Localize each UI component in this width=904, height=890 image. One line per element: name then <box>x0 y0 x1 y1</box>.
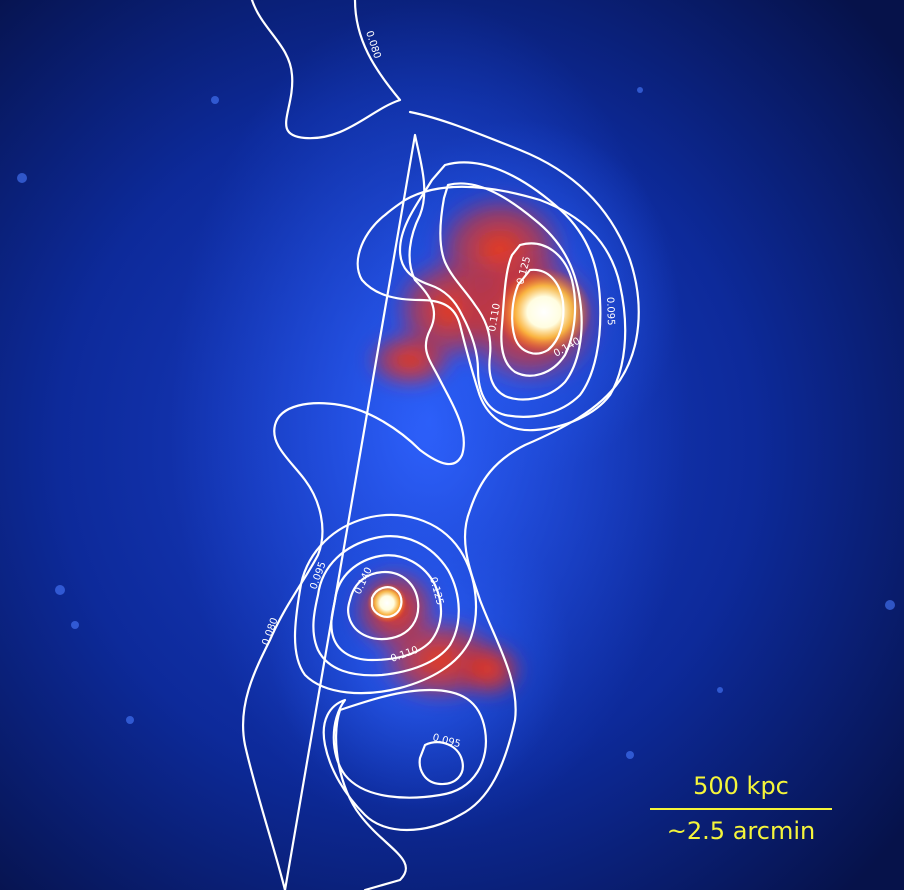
scale-bar: 500 kpc ~2.5 arcmin <box>648 772 834 845</box>
contour-0080-main <box>241 110 640 890</box>
scale-bar-angle: ~2.5 arcmin <box>666 817 816 845</box>
contour-0095-south <box>293 513 478 695</box>
contour-0110-south <box>312 535 460 677</box>
contour-0095-south-loop <box>418 741 464 786</box>
contour-0140-north <box>500 242 577 377</box>
north-core <box>496 268 592 356</box>
contour-0110-north <box>398 161 602 418</box>
contour-0140-south-inner <box>370 586 403 618</box>
contour-0125-south <box>330 554 443 662</box>
point-sources <box>17 87 895 759</box>
contour-lines <box>241 0 640 890</box>
contour-0095-north <box>356 185 627 432</box>
hot-emission <box>350 190 605 705</box>
scale-bar-length: 500 kpc <box>693 772 789 800</box>
contour-0140-north-inner <box>511 268 565 355</box>
contour-label-0110-north: 0.110 <box>487 302 503 332</box>
contour-0125-north <box>439 182 583 401</box>
contour-label-0095-north: 0.095 <box>604 297 616 326</box>
scale-bar-line <box>650 808 832 810</box>
contour-0140-south <box>347 570 420 641</box>
contour-0080-north-lobe <box>250 0 402 140</box>
